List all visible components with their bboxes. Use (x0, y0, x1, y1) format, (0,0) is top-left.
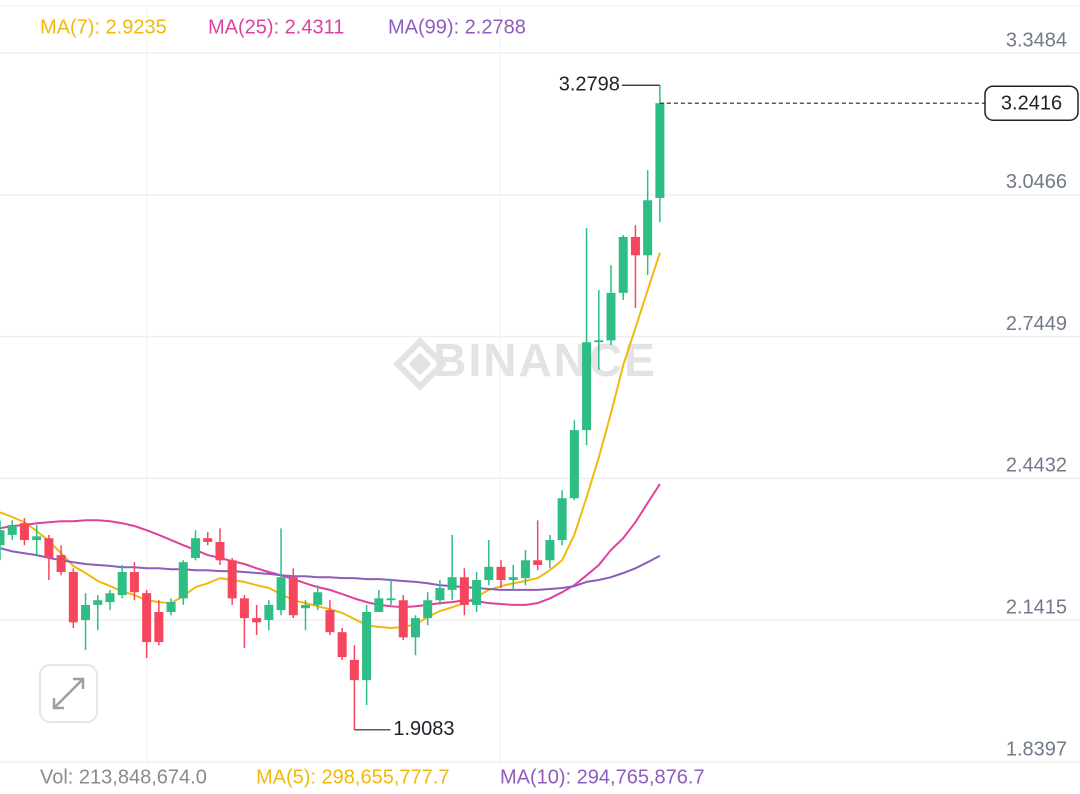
candle-body (264, 604, 274, 620)
candle-body (313, 592, 323, 605)
y-tick-label: 2.7449 (1006, 313, 1067, 335)
candle-body (68, 572, 78, 623)
candle-body (423, 600, 433, 619)
candle-body (215, 541, 225, 561)
candle-body (594, 340, 604, 343)
candle-body (203, 538, 213, 542)
y-tick-label: 2.4432 (1006, 455, 1067, 477)
candle-body (606, 292, 616, 341)
candle-body (410, 618, 420, 638)
ma-line (0, 547, 661, 591)
candle-body (374, 598, 384, 612)
candle-body (459, 577, 469, 605)
candle-body (557, 498, 567, 541)
candle-body (44, 538, 54, 558)
candle-body (643, 200, 653, 256)
candle-body (447, 577, 457, 590)
volume-legend: Vol: 213,848,674.0 (40, 766, 207, 788)
high-label: 3.2798 (559, 74, 620, 96)
candle-body (472, 580, 482, 605)
candle-body (129, 572, 139, 593)
watermark: BINANCE (433, 334, 657, 386)
candle-body (288, 577, 298, 616)
watermark-logo (393, 337, 447, 391)
candle-body (239, 598, 249, 619)
y-tick-label: 3.3484 (1006, 29, 1067, 51)
legend-entry: MA(25): 2.4311 (208, 16, 344, 38)
candle-body (386, 598, 396, 601)
volume-legend: MA(5): 298,655,777.7 (256, 766, 449, 788)
candle-body (618, 236, 628, 293)
y-tick-label: 2.1415 (1006, 596, 1067, 618)
y-tick-label: 3.0466 (1006, 171, 1067, 193)
volume-legend: MA(10): 294,765,876.7 (500, 766, 705, 788)
candle-body (484, 566, 494, 581)
candle-body (362, 611, 372, 681)
candle-body (252, 618, 262, 623)
ma-line (0, 483, 661, 609)
candle-body (105, 593, 115, 603)
candle-body (19, 523, 29, 541)
candle-body (178, 562, 188, 599)
candle-body (325, 610, 335, 633)
candle-body (545, 540, 555, 561)
candle-body (81, 604, 91, 620)
candle-body (117, 572, 127, 596)
legend-entry: MA(7): 2.9235 (40, 16, 167, 38)
candle-body (398, 600, 408, 638)
candle-body (56, 555, 66, 573)
candle-body (630, 236, 640, 256)
last-price-box (984, 85, 1079, 121)
candle-body (569, 430, 579, 499)
legend-entry: MA(99): 2.2788 (388, 16, 526, 38)
candle-body (533, 560, 543, 565)
candle-body (337, 632, 347, 658)
candle-body (582, 342, 592, 431)
candle-body (520, 560, 530, 579)
candle-body (496, 566, 506, 581)
low-label: 1.9083 (393, 718, 454, 740)
candle-body (142, 593, 152, 643)
last-price-label: 3.2416 (1001, 92, 1062, 114)
candle-body (166, 602, 176, 612)
candle-body (7, 525, 17, 535)
candle-body (435, 588, 445, 601)
candle-body (276, 577, 286, 611)
candle-body (655, 103, 665, 198)
candle-body (301, 604, 310, 609)
y-tick-label: 1.8397 (1006, 738, 1067, 760)
candle-body (508, 577, 518, 581)
candle-body (0, 530, 5, 546)
candle-body (93, 600, 103, 605)
candle-body (191, 538, 201, 558)
candle-body (32, 536, 42, 541)
expand-button[interactable] (39, 664, 98, 723)
candle-body (154, 611, 164, 643)
candle-body (227, 560, 237, 599)
candle-body (349, 659, 359, 681)
